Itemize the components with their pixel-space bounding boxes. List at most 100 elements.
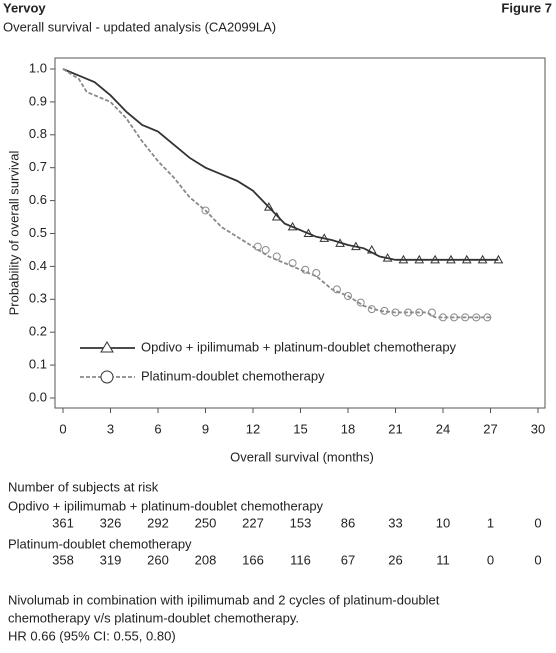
censor-mark [404, 308, 413, 317]
censor-mark [366, 244, 377, 254]
x-tick-label: 12 [246, 421, 260, 436]
censor-mark [319, 233, 330, 242]
risk-count: 26 [388, 552, 402, 567]
risk-count: 11 [436, 552, 450, 567]
y-tick-label: 0.8 [29, 126, 47, 141]
risk-count: 260 [147, 552, 169, 567]
y-tick-label: 1.0 [29, 60, 47, 75]
censor-mark [367, 305, 376, 314]
risk-count: 361 [52, 515, 74, 530]
censor-mark [477, 254, 488, 264]
risk-title: Number of subjects at risk [8, 479, 159, 494]
censor-mark [439, 313, 447, 322]
censor-mark [493, 254, 504, 264]
risk-group: Opdivo + ipilimumab + platinum-doublet c… [8, 498, 324, 513]
censor-mark [391, 308, 400, 317]
risk-count: 10 [436, 515, 450, 530]
censor-mark [415, 308, 424, 317]
risk-count: 116 [290, 552, 311, 567]
censor-mark [201, 206, 210, 215]
risk-count: 292 [147, 515, 169, 530]
censor-mark [430, 254, 440, 264]
censor-mark [271, 212, 282, 221]
x-tick-label: 15 [293, 421, 307, 436]
censor-mark [332, 285, 341, 294]
y-tick-label: 0.0 [29, 389, 47, 404]
censor-mark [380, 306, 389, 315]
subtitle: Overall survival - updated analysis (CA2… [3, 19, 276, 34]
risk-count: 227 [242, 515, 264, 530]
y-tick-label: 0.4 [29, 258, 47, 273]
legend-label: Platinum-doublet chemotherapy [141, 368, 325, 383]
x-tick-label: 9 [202, 421, 209, 436]
survival-curve [62, 68, 499, 261]
risk-count: 208 [195, 552, 217, 567]
x-tick-label: 0 [59, 421, 66, 436]
risk-group: Platinum-doublet chemotherapy [8, 536, 192, 551]
censor-mark [461, 313, 470, 322]
censor-mark [272, 252, 281, 261]
censor-mark [483, 313, 492, 322]
figure-label: Figure 7 [501, 0, 552, 15]
survival-curve [62, 68, 491, 319]
censor-mark [288, 259, 297, 268]
x-tick-label: 24 [436, 421, 450, 436]
x-tick-label: 27 [483, 421, 497, 436]
censor-mark [398, 254, 409, 264]
risk-count: 0 [534, 552, 541, 567]
legend-marker [100, 341, 114, 353]
censor-mark [287, 221, 298, 231]
y-axis-label: Probability of overall survival [6, 151, 21, 316]
y-tick-label: 0.3 [29, 291, 47, 306]
censor-mark [446, 254, 456, 264]
risk-count: 319 [100, 552, 122, 567]
risk-count: 358 [52, 552, 74, 567]
risk-count: 153 [290, 515, 312, 530]
censor-mark [382, 253, 393, 262]
censor-mark [335, 238, 345, 247]
risk-count: 86 [341, 515, 355, 530]
risk-count: 250 [195, 515, 217, 530]
risk-count: 33 [388, 515, 402, 530]
risk-count: 326 [100, 515, 122, 530]
footnote: chemotherapy v/s platinum-doublet chemot… [8, 610, 299, 625]
page-title: Yervoy [3, 0, 46, 15]
y-tick-label: 0.2 [29, 324, 47, 339]
censor-mark [450, 313, 459, 322]
footnote: Nivolumab in combination with ipilimumab… [8, 592, 440, 607]
y-tick-label: 0.6 [29, 192, 47, 207]
y-tick-label: 0.9 [29, 93, 47, 108]
censor-mark [344, 292, 352, 301]
legend-marker [100, 370, 114, 384]
censor-mark [301, 265, 310, 274]
risk-count: 67 [341, 552, 355, 567]
censor-mark [253, 242, 262, 251]
y-tick-label: 0.1 [29, 357, 47, 372]
risk-count: 1 [487, 515, 494, 530]
plot-frame [54, 57, 546, 409]
censor-mark [263, 202, 274, 211]
x-tick-label: 30 [531, 421, 545, 436]
censor-mark [312, 268, 321, 277]
y-tick-label: 0.7 [29, 159, 47, 174]
risk-count: 166 [242, 552, 264, 567]
censor-mark [261, 245, 270, 254]
y-tick-label: 0.5 [29, 225, 47, 240]
censor-mark [427, 308, 436, 317]
x-tick-label: 18 [341, 421, 355, 436]
legend-label: Opdivo + ipilimumab + platinum-doublet c… [141, 339, 457, 354]
x-axis-label: Overall survival (months) [230, 449, 374, 464]
footnote: HR 0.66 (95% CI: 0.55, 0.80) [8, 628, 176, 643]
censor-mark [461, 254, 472, 264]
censor-mark [356, 298, 365, 307]
censor-mark [351, 241, 361, 251]
x-tick-label: 6 [154, 421, 161, 436]
censor-mark [303, 228, 314, 237]
x-tick-label: 21 [388, 421, 402, 436]
censor-mark [414, 254, 425, 264]
risk-count: 0 [534, 515, 541, 530]
risk-count: 0 [487, 552, 494, 567]
censor-mark [472, 313, 481, 322]
x-tick-label: 3 [107, 421, 114, 436]
